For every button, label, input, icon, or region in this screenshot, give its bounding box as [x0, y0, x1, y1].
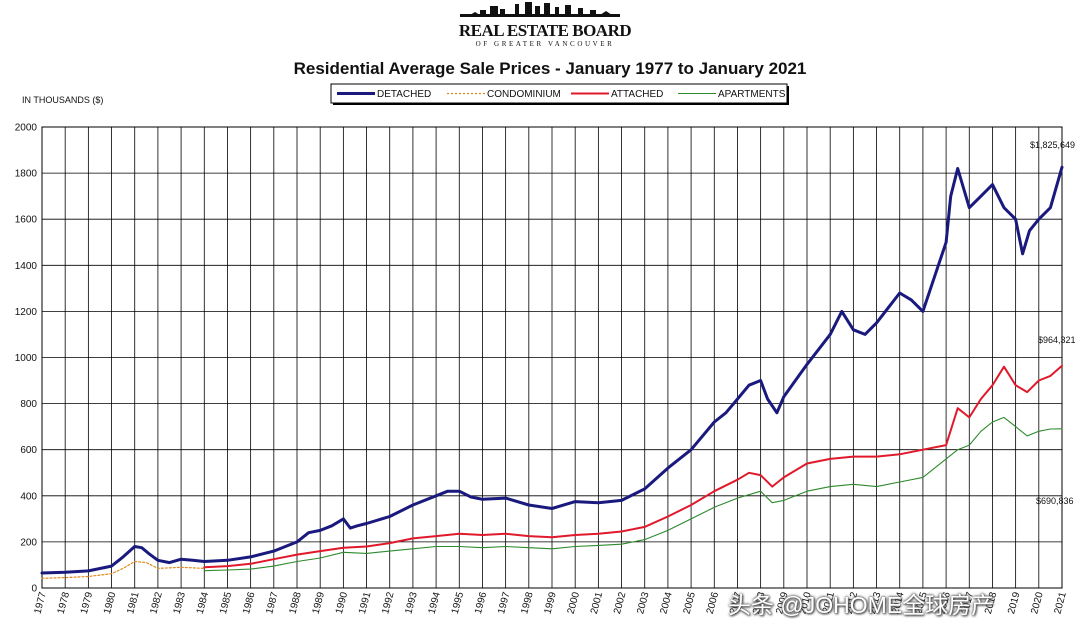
skyline-icon: [460, 2, 620, 17]
y-tick-label: 1400: [15, 261, 38, 272]
x-tick-label: 1984: [195, 591, 211, 616]
y-tick-label: 1600: [15, 215, 38, 226]
series-line-apartments: [203, 416, 1063, 572]
x-tick-label: 1983: [172, 591, 188, 616]
x-tick-label: 1980: [102, 591, 118, 616]
x-tick-label: 1990: [334, 591, 350, 616]
x-tick-label: 1992: [380, 591, 396, 616]
x-tick-label: 2005: [682, 591, 698, 616]
x-tick-label: 2006: [705, 591, 721, 616]
logo-subtitle: OF GREATER VANCOUVER: [475, 40, 615, 48]
x-tick-label: 2019: [1006, 591, 1022, 616]
x-tick-label: 1988: [288, 591, 304, 616]
x-tick-label: 1997: [496, 591, 512, 616]
y-tick-label: 1800: [15, 169, 38, 180]
legend-label-detached: DETACHED: [377, 89, 431, 100]
y-tick-label: 1000: [15, 353, 38, 364]
y-tick-label: 1200: [15, 307, 38, 318]
legend-label-condominium: CONDOMINIUM: [487, 89, 561, 100]
x-tick-label: 1982: [148, 591, 164, 616]
x-tick-label: 2003: [635, 591, 651, 616]
x-tick-label: 1999: [543, 591, 559, 616]
legend-label-apartments: APARTMENTS: [718, 89, 786, 100]
x-tick-label: 1986: [241, 591, 257, 616]
x-tick-label: 2000: [566, 591, 582, 616]
x-tick-label: 1981: [125, 591, 141, 616]
x-tick-label: 1985: [218, 591, 234, 616]
x-tick-label: 1996: [473, 591, 489, 616]
end-value-label-apartments: $690,836: [1036, 496, 1074, 506]
x-tick-label: 1987: [264, 591, 280, 616]
x-tick-label: 2002: [612, 591, 628, 616]
x-tick-label: 1995: [450, 591, 466, 616]
logo-title: REAL ESTATE BOARD: [458, 21, 632, 40]
y-tick-label: 200: [20, 537, 37, 548]
end-value-label-attached: $964,321: [1038, 335, 1076, 345]
y-tick-label: 400: [20, 491, 37, 502]
x-tick-label: 1994: [427, 591, 443, 616]
x-tick-label: 2004: [658, 591, 674, 616]
x-tick-label: 1993: [403, 591, 419, 616]
x-tick-label: 2001: [589, 591, 605, 616]
y-axis-label: IN THOUSANDS ($): [22, 95, 104, 105]
x-tick-label: 1991: [357, 591, 373, 616]
y-tick-label: 2000: [15, 123, 38, 134]
x-tick-label: 1978: [56, 591, 72, 616]
end-value-label-detached: $1,825,649: [1030, 140, 1075, 150]
x-tick-label: 1979: [79, 591, 95, 616]
x-tick-label: 1989: [311, 591, 327, 616]
real-estate-board-logo: [460, 2, 620, 17]
series-line-detached: [40, 165, 1064, 575]
chart-title: Residential Average Sale Prices - Januar…: [293, 59, 807, 78]
watermark: 头条 @JOHOME全球房产: [728, 592, 995, 618]
y-tick-label: 0: [31, 584, 37, 595]
legend-label-attached: ATTACHED: [611, 89, 663, 100]
y-tick-label: 600: [20, 445, 37, 456]
x-tick-label: 2011: [821, 591, 837, 615]
x-tick-label: 2020: [1029, 591, 1045, 616]
y-tick-label: 800: [20, 399, 37, 410]
series-line-attached: [203, 364, 1063, 569]
x-tick-label: 2021: [1053, 591, 1069, 616]
legend: [330, 83, 788, 104]
series-line-condominium: [41, 560, 205, 579]
x-tick-label: 1998: [519, 591, 535, 616]
